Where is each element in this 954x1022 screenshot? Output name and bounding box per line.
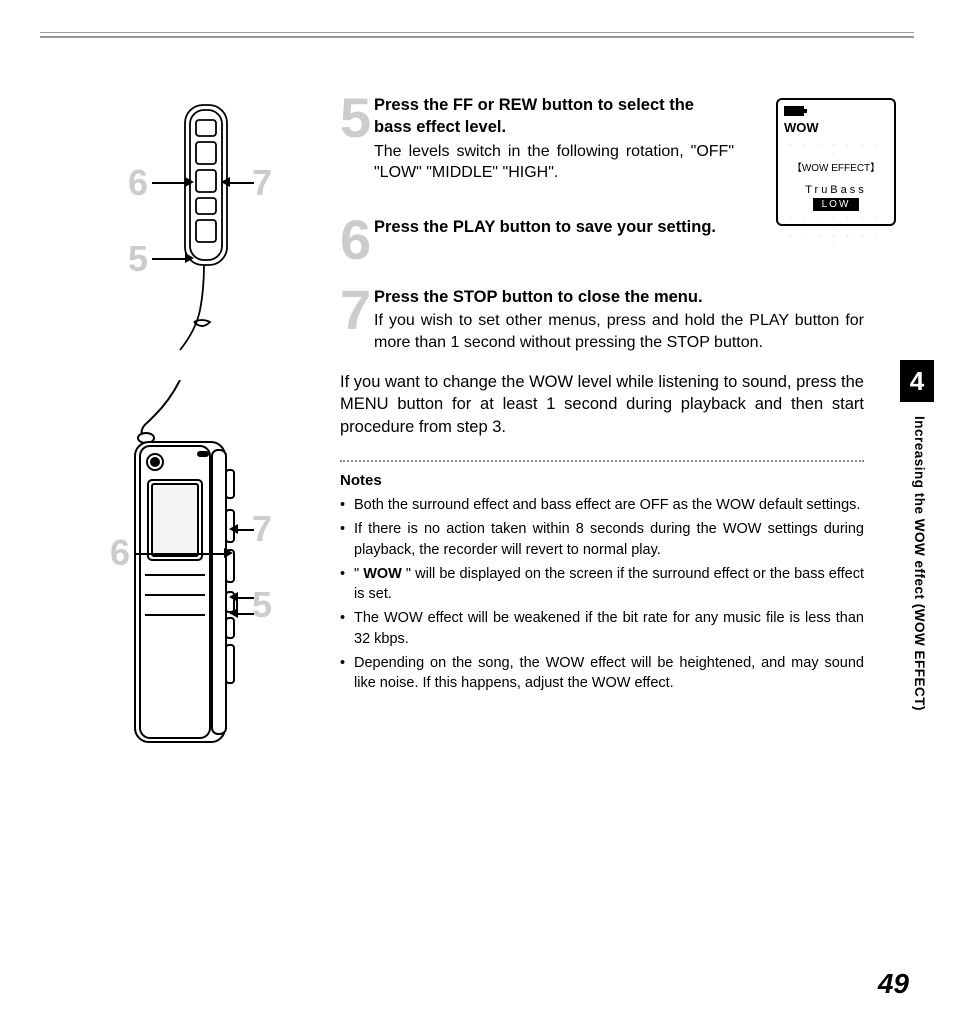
lcd-dots: · · · · · · · ·· · · · · · · ·	[784, 214, 888, 250]
wow-logo: WOW	[784, 120, 888, 135]
arrow-head	[185, 177, 194, 187]
top-rule	[40, 32, 914, 38]
lcd-dots: · · · · · · · ·	[784, 141, 888, 159]
remote-illustration	[40, 90, 320, 390]
step-number: 5	[340, 90, 374, 184]
arrow	[236, 597, 238, 615]
arrow	[134, 553, 226, 555]
arrow	[236, 613, 254, 615]
note-item: If there is no action taken within 8 sec…	[340, 519, 864, 560]
callout-remote-5: 5	[128, 238, 148, 280]
chapter-tab: 4	[900, 360, 934, 402]
body-paragraph: If you want to change the WOW level whil…	[340, 371, 864, 438]
step-detail: If you wish to set other menus, press an…	[374, 310, 864, 353]
trubass-label: TruBass	[784, 184, 888, 196]
callout-remote-7: 7	[252, 162, 272, 204]
arrow	[236, 529, 254, 531]
arrow	[152, 182, 187, 184]
arrow	[228, 182, 254, 184]
step-number: 7	[340, 282, 374, 353]
step-7: 7 Press the STOP button to close the men…	[340, 282, 864, 353]
callout-device-7: 7	[252, 508, 272, 550]
lcd-display: WOW · · · · · · · · 【WOW EFFECT】 TruBass…	[776, 98, 896, 226]
device-illustration	[40, 380, 320, 760]
vertical-section-title: Increasing the WOW effect (WOW EFFECT)	[912, 416, 927, 711]
battery-icon	[784, 106, 804, 116]
arrow-head	[229, 524, 238, 534]
notes-list: Both the surround effect and bass effect…	[340, 495, 864, 694]
note-item: Both the surround effect and bass effect…	[340, 495, 864, 515]
level-indicator: LOW	[813, 198, 859, 211]
step-title: Press the STOP button to close the menu.	[374, 286, 864, 308]
step-number: 6	[340, 212, 374, 268]
arrow	[236, 597, 254, 599]
note-item: " WOW " will be displayed on the screen …	[340, 564, 864, 605]
arrow-head	[221, 177, 230, 187]
wow-effect-label: 【WOW EFFECT】	[784, 159, 888, 174]
note-item: Depending on the song, the WOW effect wi…	[340, 653, 864, 694]
illustration-column: 6 7 5	[40, 90, 320, 698]
notes-heading: Notes	[340, 472, 864, 489]
callout-device-5: 5	[252, 584, 272, 626]
callout-remote-6: 6	[128, 162, 148, 204]
callout-device-6: 6	[110, 532, 130, 574]
arrow-head	[224, 548, 233, 558]
dotted-rule	[340, 460, 864, 462]
arrow-head	[185, 253, 194, 263]
note-item: The WOW effect will be weakened if the b…	[340, 608, 864, 649]
arrow	[152, 258, 187, 260]
page-number: 49	[878, 968, 909, 1000]
